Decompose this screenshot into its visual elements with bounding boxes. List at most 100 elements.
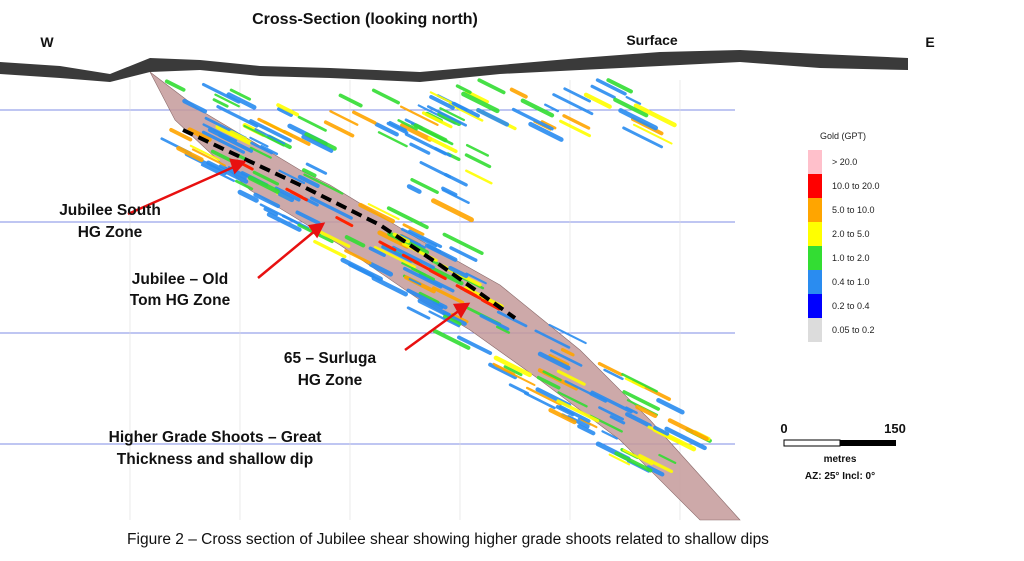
grade-streak	[603, 368, 624, 381]
grade-streak	[597, 361, 624, 377]
grade-streak	[400, 227, 438, 248]
grade-streak	[254, 128, 286, 145]
legend-label: 0.2 to 0.4	[832, 301, 870, 311]
grade-streak	[465, 169, 493, 185]
grade-streak	[278, 169, 306, 185]
annotation: Thickness and shallow dip	[117, 451, 313, 468]
legend-label: > 20.0	[832, 157, 857, 167]
grade-streak	[406, 306, 431, 320]
grade-streak	[212, 98, 229, 108]
legend-label: 1.0 to 2.0	[832, 253, 870, 263]
grade-streak	[373, 245, 417, 269]
grade-streak	[413, 260, 432, 272]
grade-streak	[540, 120, 557, 130]
grade-streak	[429, 91, 453, 104]
legend-swatch	[808, 318, 822, 342]
annotation: HG Zone	[78, 224, 143, 241]
grade-streak	[606, 78, 633, 94]
grade-streak	[427, 136, 458, 154]
surface-label: Surface	[626, 32, 678, 48]
grade-streak	[583, 92, 612, 109]
grade-streak	[282, 129, 311, 146]
annotation: Higher Grade Shoots – Great	[109, 429, 322, 446]
scale-bar	[840, 440, 896, 446]
grade-streak	[580, 418, 598, 429]
grade-streak	[250, 141, 273, 155]
grade-streak	[252, 170, 280, 186]
grade-streak	[309, 196, 353, 220]
scale-start: 0	[780, 421, 787, 436]
grade-streak	[428, 310, 460, 328]
grade-streak	[564, 380, 593, 396]
grade-streak	[542, 370, 562, 382]
grade-streak	[404, 132, 448, 156]
grade-streak	[214, 93, 240, 108]
grade-streak	[537, 351, 571, 371]
grade-streak	[562, 114, 591, 130]
grade-streak	[560, 348, 575, 357]
grade-streak	[419, 161, 452, 179]
grade-streak	[274, 186, 301, 202]
legend-swatch	[808, 222, 822, 246]
grade-streak	[465, 272, 487, 285]
grade-streak	[548, 354, 570, 367]
grade-streak	[297, 174, 320, 188]
grade-streak	[410, 178, 439, 194]
grade-streak	[344, 235, 366, 248]
grade-streak	[302, 168, 317, 178]
grade-streak	[367, 203, 400, 221]
grade-streak	[164, 79, 186, 92]
grade-streak	[399, 123, 433, 142]
grade-streak	[371, 88, 400, 105]
grade-streak	[301, 134, 334, 153]
grade-streak	[418, 291, 440, 305]
grade-streak	[259, 203, 299, 224]
grade-streak	[368, 262, 394, 277]
grade-streak	[496, 310, 528, 328]
grade-streak	[285, 187, 304, 199]
grade-streak	[534, 329, 571, 349]
grade-streaks	[160, 78, 712, 477]
grade-streak	[305, 162, 328, 175]
scale-bar	[783, 439, 841, 447]
grade-streak	[622, 390, 661, 411]
grade-streak	[520, 98, 555, 118]
grade-streak	[667, 418, 709, 441]
grade-streak	[201, 82, 241, 104]
grade-streak	[426, 105, 467, 127]
grade-streak	[226, 92, 257, 110]
grade-streak	[429, 266, 464, 286]
grade-streak	[558, 405, 591, 423]
grade-streak	[406, 184, 422, 194]
grade-streak	[614, 451, 653, 473]
grade-streak	[277, 191, 295, 203]
west-label: W	[40, 34, 54, 50]
grade-streak	[216, 105, 259, 128]
grade-streak	[503, 365, 523, 377]
grade-streak	[590, 390, 633, 414]
grade-streak	[448, 102, 484, 122]
grade-streak	[559, 119, 591, 138]
annotation: Tom HG Zone	[130, 292, 231, 309]
grade-streak	[253, 192, 281, 209]
grade-streak	[556, 399, 600, 423]
grade-streak	[450, 312, 469, 324]
grade-streak	[429, 95, 455, 110]
annotation: 65 – Surluga	[284, 350, 377, 367]
grade-streak	[368, 246, 386, 257]
grade-streak	[523, 391, 556, 410]
grade-streak	[219, 164, 247, 180]
grade-streak	[377, 131, 408, 148]
legend-swatch	[808, 198, 822, 222]
grade-streak	[297, 115, 327, 132]
grade-streak	[638, 453, 674, 473]
grade-streak	[577, 424, 596, 436]
grade-streak	[488, 362, 518, 380]
grade-streak	[465, 143, 489, 157]
grade-streak	[455, 84, 472, 94]
grade-streak	[431, 286, 465, 305]
grade-streak	[509, 87, 528, 99]
grade-streak	[352, 110, 377, 125]
